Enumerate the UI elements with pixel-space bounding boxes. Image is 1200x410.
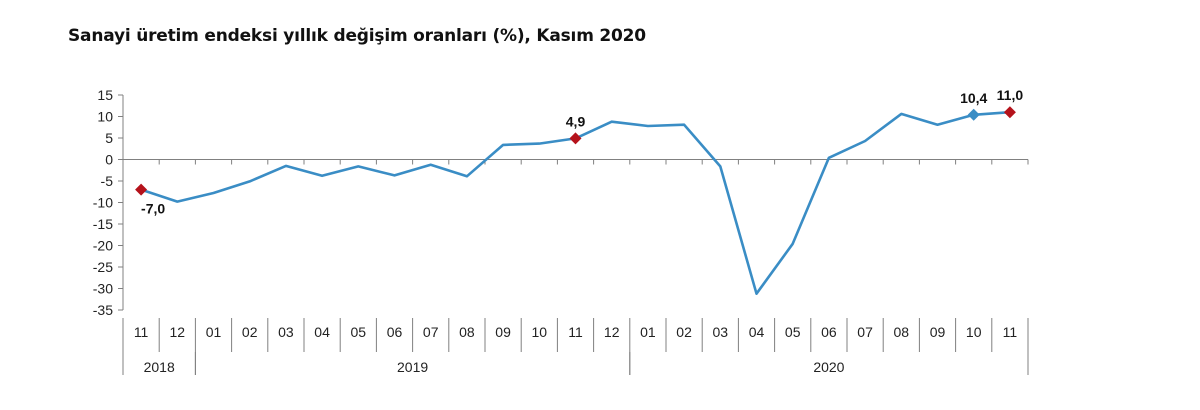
x-category-label: 06 xyxy=(387,324,403,340)
y-tick-label: -35 xyxy=(93,302,113,318)
year-label: 2019 xyxy=(397,359,428,375)
x-category-label: 02 xyxy=(676,324,692,340)
x-category-label: 12 xyxy=(170,324,186,340)
x-category-label: 08 xyxy=(459,324,475,340)
x-category-label: 04 xyxy=(314,324,330,340)
x-category-label: 07 xyxy=(423,324,439,340)
x-category-label: 01 xyxy=(206,324,222,340)
y-tick-label: 15 xyxy=(97,87,113,103)
x-category-label: 03 xyxy=(278,324,294,340)
x-category-label: 09 xyxy=(495,324,511,340)
x-category-label: 01 xyxy=(640,324,656,340)
x-category-label: 10 xyxy=(966,324,982,340)
x-category-label: 05 xyxy=(351,324,367,340)
x-category-label: 02 xyxy=(242,324,258,340)
x-category-label: 03 xyxy=(713,324,729,340)
x-category-label: 11 xyxy=(568,324,583,340)
year-label: 2020 xyxy=(813,359,844,375)
x-category-label: 12 xyxy=(604,324,620,340)
y-tick-label: -10 xyxy=(93,195,113,211)
x-category-label: 06 xyxy=(821,324,837,340)
diamond-marker-icon xyxy=(569,132,582,145)
y-tick-label: -30 xyxy=(93,281,113,297)
x-category-label: 04 xyxy=(749,324,765,340)
year-label: 2018 xyxy=(144,359,175,375)
data-label: 10,4 xyxy=(960,90,987,106)
y-tick-label: 0 xyxy=(105,152,113,168)
y-tick-label: 10 xyxy=(97,109,113,125)
diamond-marker-icon xyxy=(1003,106,1016,119)
chart-title: Sanayi üretim endeksi yıllık değişim ora… xyxy=(68,26,646,46)
y-tick-label: -15 xyxy=(93,216,113,232)
x-category-label: 05 xyxy=(785,324,801,340)
data-label: 11,0 xyxy=(997,87,1024,103)
y-tick-label: 5 xyxy=(105,130,113,146)
diamond-marker-icon xyxy=(967,108,980,121)
data-label: 4,9 xyxy=(566,113,586,129)
data-label: -7,0 xyxy=(141,201,165,217)
x-category-label: 07 xyxy=(857,324,873,340)
x-category-label: 09 xyxy=(930,324,946,340)
diamond-marker-icon xyxy=(135,183,148,196)
x-category-label: 11 xyxy=(1003,324,1018,340)
x-category-label: 11 xyxy=(134,324,149,340)
y-tick-label: -5 xyxy=(101,173,114,189)
x-category-label: 10 xyxy=(532,324,548,340)
y-tick-label: -25 xyxy=(93,259,113,275)
y-tick-label: -20 xyxy=(93,238,113,254)
x-category-label: 08 xyxy=(894,324,910,340)
